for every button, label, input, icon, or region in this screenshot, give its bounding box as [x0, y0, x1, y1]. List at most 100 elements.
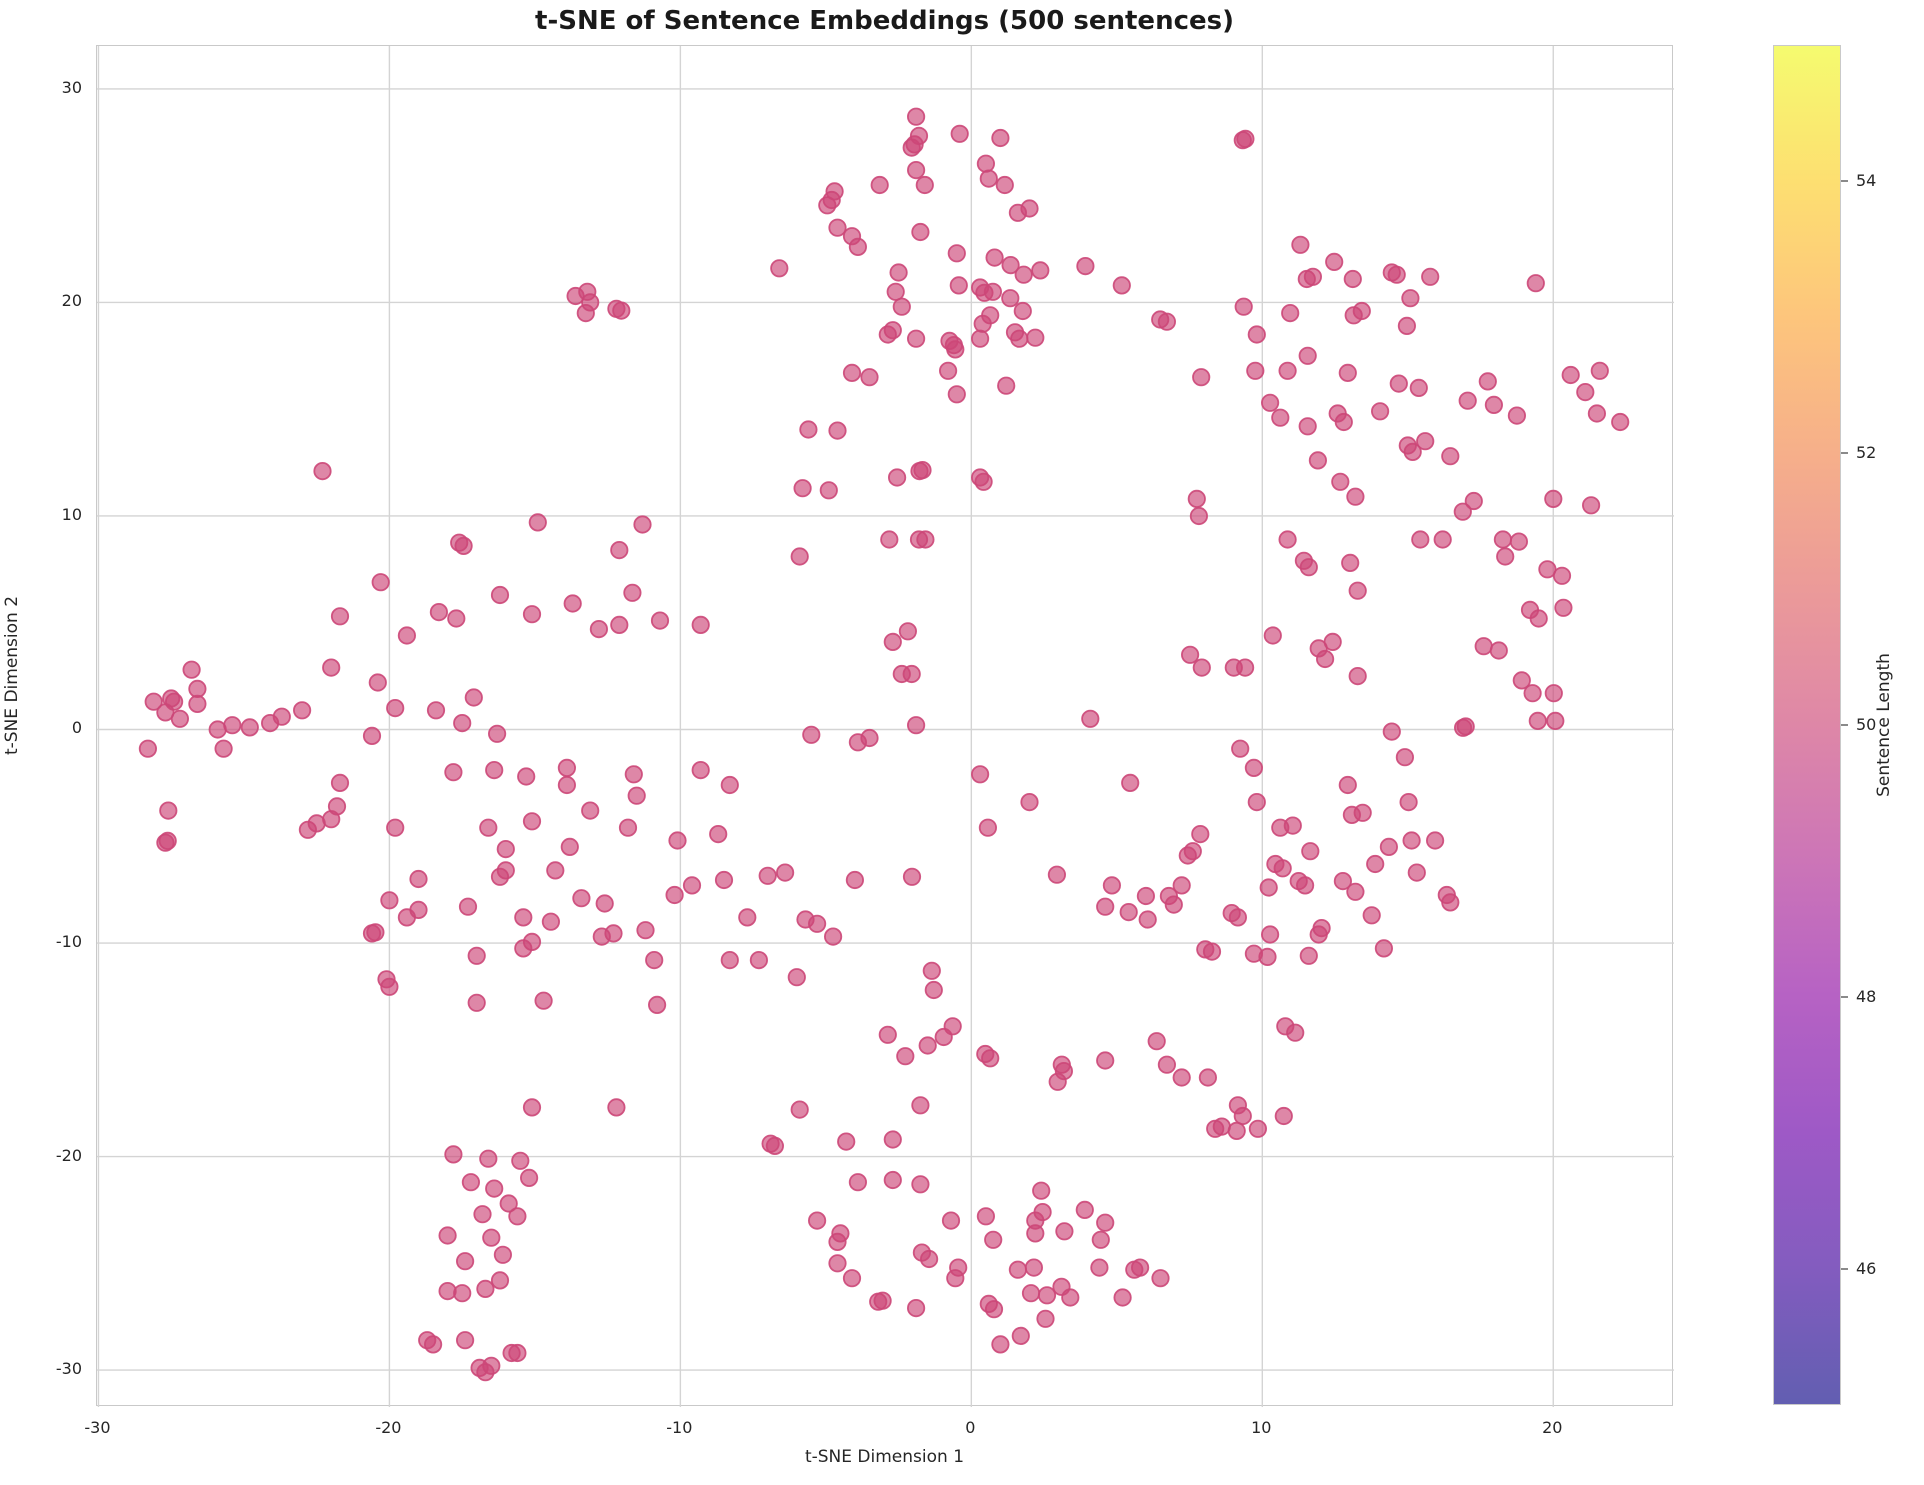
scatter-point [1489, 641, 1508, 660]
x-tick-label: 10 [1251, 1418, 1272, 1437]
scatter-point [461, 1173, 480, 1192]
scatter-point [1338, 363, 1357, 382]
y-tick-label: 0 [71, 718, 82, 738]
scatter-point [886, 282, 905, 301]
scatter-point [182, 660, 201, 679]
scatter-point [902, 867, 922, 886]
scatter-point [159, 801, 178, 820]
scatter-point [1411, 530, 1430, 549]
scatter-point [911, 1096, 930, 1115]
scatter-point [444, 1145, 463, 1164]
scatter-point [519, 1168, 539, 1188]
scatter-point [386, 818, 405, 837]
scatter-point [313, 461, 332, 481]
scatter-point [499, 1194, 518, 1213]
scatter-point [946, 340, 965, 359]
scatter-point [1228, 908, 1248, 927]
scatter-point [1538, 560, 1557, 579]
scatter-point [454, 536, 473, 555]
scatter-point [1136, 886, 1156, 906]
scatter-point [911, 1175, 930, 1194]
scatter-point [1507, 406, 1527, 425]
y-tick-label: -30 [55, 1359, 82, 1379]
scatter-point [911, 222, 930, 242]
scatter-point [1286, 1023, 1305, 1042]
scatter-point [1031, 261, 1050, 280]
scatter-point [870, 175, 889, 195]
scatter-point [1048, 1072, 1067, 1091]
scatter-point [528, 513, 547, 532]
scatter-point [1299, 946, 1318, 965]
scatter-point [1484, 395, 1504, 414]
scatter-point [1036, 1309, 1055, 1328]
scatter-point [1001, 289, 1020, 308]
colorbar-tick-label: 46 [1856, 1259, 1877, 1278]
scatter-point [1389, 374, 1408, 393]
scatter-point [922, 961, 941, 980]
scatter-point [1341, 553, 1360, 573]
scatter-point [1075, 1200, 1094, 1220]
scatter-point [188, 679, 207, 699]
scatter-point [995, 175, 1014, 195]
scatter-point [793, 479, 812, 498]
colorbar-tick-mark [1841, 180, 1848, 182]
scatter-point [709, 824, 728, 844]
scatter-point [799, 420, 818, 439]
scatter-point [1271, 408, 1290, 427]
scatter-point [991, 128, 1010, 148]
scatter-point [1561, 365, 1580, 385]
scatter-point [409, 900, 428, 920]
scatter-point [1303, 267, 1323, 286]
scatter-point [691, 615, 710, 635]
scatter-point [1366, 854, 1385, 874]
scatter-point [770, 259, 789, 278]
scatter-point [330, 607, 350, 626]
scatter-point [807, 914, 827, 933]
scatter-point [636, 921, 655, 940]
scatter-point [464, 688, 483, 707]
scatter-point [765, 1136, 785, 1156]
scatter-point [860, 728, 879, 748]
scatter-point [845, 870, 865, 890]
scatter-point [479, 818, 498, 837]
colorbar-tick-mark [1841, 996, 1848, 998]
scatter-point [896, 1047, 915, 1066]
scatter-point [1296, 876, 1315, 895]
scatter-point [496, 839, 515, 859]
scatter-point [902, 138, 921, 157]
scatter-point [1416, 432, 1435, 451]
scatter-point [522, 1098, 542, 1117]
scatter-point [1164, 895, 1183, 914]
scatter-point [1334, 412, 1353, 432]
scatter-point [1259, 878, 1278, 897]
scatter-point [1278, 530, 1297, 549]
scatter-point [1403, 442, 1422, 461]
scatter-point [880, 530, 899, 549]
scatter-point [482, 1356, 501, 1375]
scatter-point [1026, 328, 1045, 347]
scatter-point [623, 583, 642, 602]
scatter-point [188, 694, 207, 714]
scatter-point [1407, 863, 1426, 882]
scatter-point [934, 1027, 953, 1047]
scatter-point [485, 1179, 504, 1198]
scatter-point [522, 812, 542, 831]
scatter-point [1316, 649, 1335, 669]
scatter-point [1212, 1117, 1231, 1136]
scatter-point [592, 927, 611, 946]
scatter-point [848, 1173, 868, 1192]
scatter-point [517, 767, 536, 786]
scatter-point [576, 303, 595, 323]
scatter-point [595, 894, 614, 913]
scatter-point [612, 301, 631, 320]
scatter-point [423, 1335, 443, 1354]
scatter-point [985, 248, 1004, 267]
scatter-point [1198, 1068, 1218, 1087]
scatter-point [508, 1343, 527, 1363]
scatter-point [1301, 842, 1320, 861]
scatter-point [1526, 274, 1545, 293]
scatter-point [1172, 876, 1191, 895]
scatter-point [976, 1207, 996, 1226]
scatter-point [775, 863, 795, 882]
scatter-point [429, 602, 448, 622]
